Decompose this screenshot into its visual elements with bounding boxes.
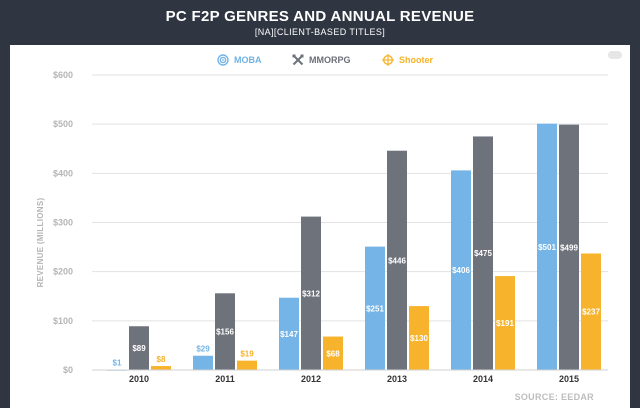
data-label: $68 (326, 349, 340, 358)
bar-mmorpg-2015 (559, 124, 579, 371)
data-label: $501 (538, 243, 556, 252)
data-label: $406 (452, 266, 470, 275)
bar-moba-2011 (193, 355, 213, 370)
x-tick-label: 2010 (129, 374, 149, 384)
chart-subtitle: [NA][CLIENT-BASED TITLES] (254, 27, 386, 37)
data-label: $499 (560, 243, 578, 252)
swords-icon (292, 54, 304, 66)
bar-moba-2012 (279, 297, 299, 370)
y-tick-label: $500 (53, 119, 73, 129)
data-label: $475 (474, 249, 492, 258)
x-tick-label: 2014 (473, 374, 493, 384)
legend-item-shooter: Shooter (382, 53, 433, 67)
source-note: SOURCE: EEDAR (514, 392, 594, 402)
data-label: $147 (280, 330, 298, 339)
chart-title: PC F2P GENRES AND ANNUAL REVENUE (165, 8, 475, 25)
legend-label-mmorpg: MMORPG (309, 55, 351, 65)
data-label: $312 (302, 289, 320, 298)
data-label: $19 (240, 350, 254, 359)
chart-header: PC F2P GENRES AND ANNUAL REVENUE [NA][CL… (0, 0, 640, 44)
data-label: $1 (113, 359, 122, 368)
x-tick-label: 2013 (387, 374, 407, 384)
data-label: $29 (196, 345, 210, 354)
corner-decoration (608, 51, 622, 59)
bar-moba-2013 (365, 246, 385, 370)
x-tick-label: 2011 (215, 374, 235, 384)
y-tick-label: $200 (53, 267, 73, 277)
legend-label-shooter: Shooter (399, 55, 434, 65)
bar-moba-2014 (451, 170, 471, 370)
target-icon (217, 54, 229, 66)
bar-shooter-2011 (237, 360, 257, 370)
chart-panel: MOBA MMORPG Shooter $0 $100 $200 $300 $400 $5… (10, 45, 630, 408)
data-label: $237 (582, 308, 600, 317)
data-label: $8 (157, 355, 166, 364)
bar-mmorpg-2010 (129, 326, 149, 370)
x-tick-label: 2015 (559, 374, 579, 384)
data-label: $191 (496, 319, 514, 328)
bar-shooter-2015 (581, 253, 601, 370)
bar-shooter-2014 (495, 276, 515, 370)
data-label: $89 (132, 344, 146, 353)
y-tick-label: $600 (53, 70, 73, 80)
bar-shooter-2013 (409, 306, 429, 370)
y-tick-label: $100 (53, 316, 73, 326)
bar-shooter-2010 (151, 366, 171, 370)
bar-shooter-2012 (323, 336, 343, 370)
y-tick-label: $300 (53, 218, 73, 228)
bar-chart: $0 $100 $200 $300 $400 $500 $600 REVENUE (MILLI… (36, 70, 608, 384)
data-label: $156 (216, 328, 234, 337)
bar-moba-2015 (537, 123, 557, 370)
crosshair-icon (382, 54, 394, 66)
bar-mmorpg-2012 (301, 216, 321, 370)
legend-item-mmorpg: MMORPG (292, 53, 351, 67)
data-label: $251 (366, 304, 384, 313)
y-tick-label: $400 (53, 168, 73, 178)
legend-item-moba: MOBA (217, 53, 262, 67)
legend-label-moba: MOBA (234, 55, 262, 65)
bar-mmorpg-2013 (387, 150, 407, 370)
bar-mmorpg-2011 (215, 293, 235, 370)
y-tick-label: $0 (63, 365, 73, 375)
data-label: $446 (388, 256, 406, 265)
x-tick-label: 2012 (301, 374, 321, 384)
data-label: $130 (410, 334, 428, 343)
y-axis-label: REVENUE (MILLIONS) (36, 198, 45, 288)
bar-mmorpg-2014 (473, 136, 493, 370)
